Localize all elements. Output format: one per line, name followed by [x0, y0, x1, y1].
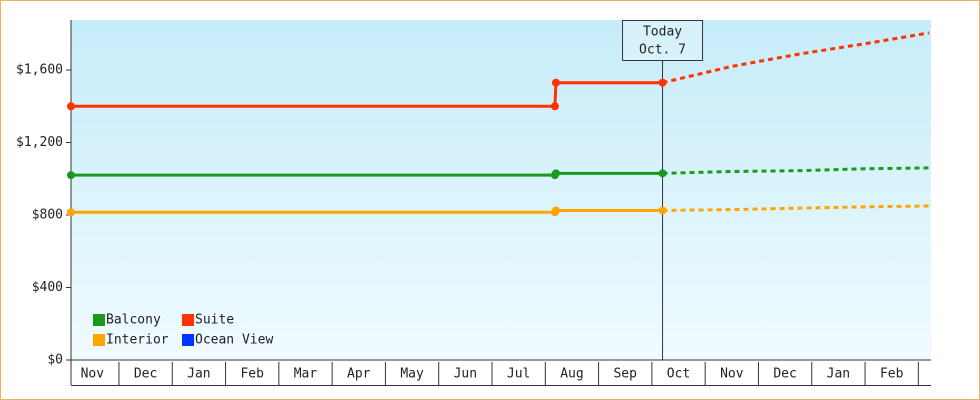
x-tick-label: Feb	[240, 367, 264, 382]
point	[550, 102, 559, 111]
legend-label: Suite	[195, 313, 234, 328]
point	[658, 169, 667, 178]
x-tick-label: Jun	[454, 367, 477, 382]
y-tick-label: $0	[47, 353, 63, 368]
legend-swatch	[182, 334, 194, 346]
y-tick-label: $1,600	[16, 63, 63, 78]
series-line	[71, 81, 663, 108]
x-tick-label: Apr	[347, 367, 371, 382]
point	[67, 208, 75, 217]
x-tick-label: Nov	[720, 367, 744, 382]
point	[658, 206, 667, 215]
point	[67, 171, 75, 180]
point	[551, 206, 560, 215]
x-tick-label: Dec	[773, 367, 796, 382]
series-projection	[662, 166, 930, 175]
x-tick-label: Oct	[667, 367, 690, 382]
x-tick-label: Jan	[827, 367, 850, 382]
today-box	[622, 20, 704, 61]
x-tick-label: Nov	[81, 367, 105, 382]
x-tick-label: Dec	[134, 367, 157, 382]
point	[658, 78, 667, 87]
x-tick-label: Aug	[560, 367, 583, 382]
x-tick-label: Jan	[187, 367, 210, 382]
x-tick-label: Jul	[507, 367, 530, 382]
y-tick-label: $1,200	[16, 135, 63, 150]
legend-swatch	[182, 314, 194, 326]
series-projection	[662, 31, 930, 85]
point	[67, 102, 75, 111]
y-tick-label: $400	[32, 280, 63, 295]
x-tick-label: Feb	[880, 367, 904, 382]
legend-label: Balcony	[106, 313, 161, 328]
y-tick-label: $800	[32, 208, 63, 223]
legend-label: Interior	[106, 333, 169, 348]
x-tick-label: Mar	[294, 367, 318, 382]
legend-label: Ocean View	[195, 333, 273, 348]
plot-area	[71, 20, 931, 360]
x-tick-label: May	[400, 367, 424, 382]
series-projection	[662, 204, 930, 212]
point	[551, 169, 560, 178]
legend-swatch	[93, 314, 105, 326]
today-date: Oct. 7	[639, 43, 686, 58]
point	[551, 78, 560, 87]
x-tick-label: Sep	[613, 367, 637, 382]
today-label: Today	[643, 25, 682, 40]
legend-swatch	[93, 334, 105, 346]
